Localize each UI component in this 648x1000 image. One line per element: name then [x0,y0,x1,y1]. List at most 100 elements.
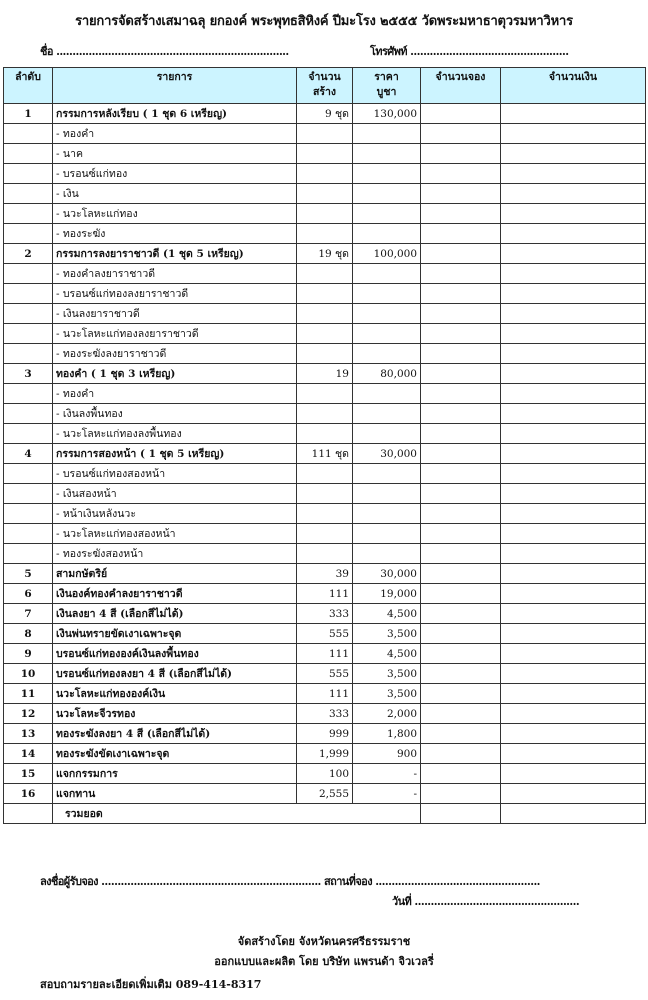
cell-amount[interactable] [500,643,646,664]
cell-reserved[interactable] [420,403,501,424]
cell-reserved[interactable] [420,103,501,124]
cell-amount[interactable] [500,543,646,564]
cell-price [352,503,421,524]
cell-amount[interactable] [500,123,646,144]
cell-amount[interactable] [500,143,646,164]
cell-amount[interactable] [500,563,646,584]
table-row: - บรอนซ์แก่ทอง [3,163,646,184]
cell-price [352,163,421,184]
cell-amount[interactable] [500,303,646,324]
cell-reserved[interactable] [420,223,501,244]
table-row: - บรอนซ์แก่ทองสองหน้า [3,463,646,484]
date-field[interactable]: วันที่ .................................… [392,895,580,908]
cell-qty-made [296,323,353,344]
cell-amount[interactable] [500,523,646,544]
cell-reserved[interactable] [420,663,501,684]
cell-reserved[interactable] [420,303,501,324]
cell-amount[interactable] [500,503,646,524]
cell-reserved[interactable] [420,623,501,644]
cell-amount[interactable] [500,203,646,224]
cell-amount[interactable] [500,243,646,264]
cell-reserved[interactable] [420,343,501,364]
made-by: จัดสร้างโดย จังหวัดนครศรีธรรมราช [237,935,411,948]
signer-field[interactable]: ลงชื่อผู้รับจอง ........................… [40,875,541,888]
cell-amount[interactable] [500,483,646,504]
cell-no [3,163,53,184]
cell-reserved[interactable] [420,363,501,384]
cell-reserved[interactable] [420,243,501,264]
cell-amount[interactable] [500,723,646,744]
cell-reserved[interactable] [420,803,501,824]
cell-amount[interactable] [500,163,646,184]
cell-qty-made [296,543,353,564]
cell-amount[interactable] [500,443,646,464]
cell-amount[interactable] [500,783,646,804]
cell-price [352,403,421,424]
name-field[interactable]: ชื่อ ...................................… [40,45,289,58]
cell-reserved[interactable] [420,763,501,784]
cell-reserved[interactable] [420,723,501,744]
cell-reserved[interactable] [420,203,501,224]
table-row: - เงินลงยาราชาวดี [3,303,646,324]
cell-reserved[interactable] [420,323,501,344]
cell-reserved[interactable] [420,643,501,664]
cell-reserved[interactable] [420,743,501,764]
cell-reserved[interactable] [420,563,501,584]
cell-amount[interactable] [500,463,646,484]
cell-qty-made [296,123,353,144]
cell-amount[interactable] [500,103,646,124]
cell-no: 5 [3,563,53,584]
table-row: - เงิน [3,183,646,204]
cell-amount[interactable] [500,283,646,304]
cell-amount[interactable] [500,343,646,364]
cell-amount[interactable] [500,423,646,444]
cell-amount[interactable] [500,383,646,404]
table-row: - นวะโลหะแก่ทอง [3,203,646,224]
cell-amount[interactable] [500,263,646,284]
cell-price [352,483,421,504]
cell-amount[interactable] [500,703,646,724]
cell-amount[interactable] [500,603,646,624]
cell-qty-made: 9 ชุด [296,103,353,124]
cell-reserved[interactable] [420,123,501,144]
cell-reserved[interactable] [420,683,501,704]
cell-amount[interactable] [500,623,646,644]
cell-reserved[interactable] [420,143,501,164]
cell-reserved[interactable] [420,523,501,544]
cell-reserved[interactable] [420,383,501,404]
cell-reserved[interactable] [420,783,501,804]
cell-item: - ทองระฆังสองหน้า [52,543,297,564]
cell-amount[interactable] [500,223,646,244]
cell-reserved[interactable] [420,263,501,284]
cell-amount[interactable] [500,683,646,704]
cell-reserved[interactable] [420,503,501,524]
cell-reserved[interactable] [420,463,501,484]
cell-reserved[interactable] [420,183,501,204]
cell-total-amount[interactable] [500,803,646,824]
table-row: - เงินลงพื้นทอง [3,403,646,424]
cell-reserved[interactable] [420,603,501,624]
cell-reserved[interactable] [420,583,501,604]
cell-amount[interactable] [500,583,646,604]
cell-reserved[interactable] [420,703,501,724]
cell-reserved[interactable] [420,543,501,564]
cell-item: - เงิน [52,183,297,204]
cell-reserved[interactable] [420,163,501,184]
cell-amount[interactable] [500,743,646,764]
phone-field[interactable]: โทรศัพท์ ...............................… [370,45,569,58]
cell-reserved[interactable] [420,283,501,304]
cell-amount[interactable] [500,763,646,784]
cell-amount[interactable] [500,323,646,344]
cell-reserved[interactable] [420,443,501,464]
cell-qty-made [296,503,353,524]
cell-amount[interactable] [500,363,646,384]
cell-qty-made: 111 [296,683,353,704]
cell-item: - นาค [52,143,297,164]
cell-amount[interactable] [500,403,646,424]
cell-amount[interactable] [500,183,646,204]
cell-reserved[interactable] [420,423,501,444]
cell-amount[interactable] [500,663,646,684]
cell-reserved[interactable] [420,483,501,504]
table-row: 1 กรรมการหลังเรียบ ( 1 ชุด 6 เหรียญ) 9 ชุด… [3,103,646,124]
header-col-reserved: จำนวนจอง [420,67,501,104]
